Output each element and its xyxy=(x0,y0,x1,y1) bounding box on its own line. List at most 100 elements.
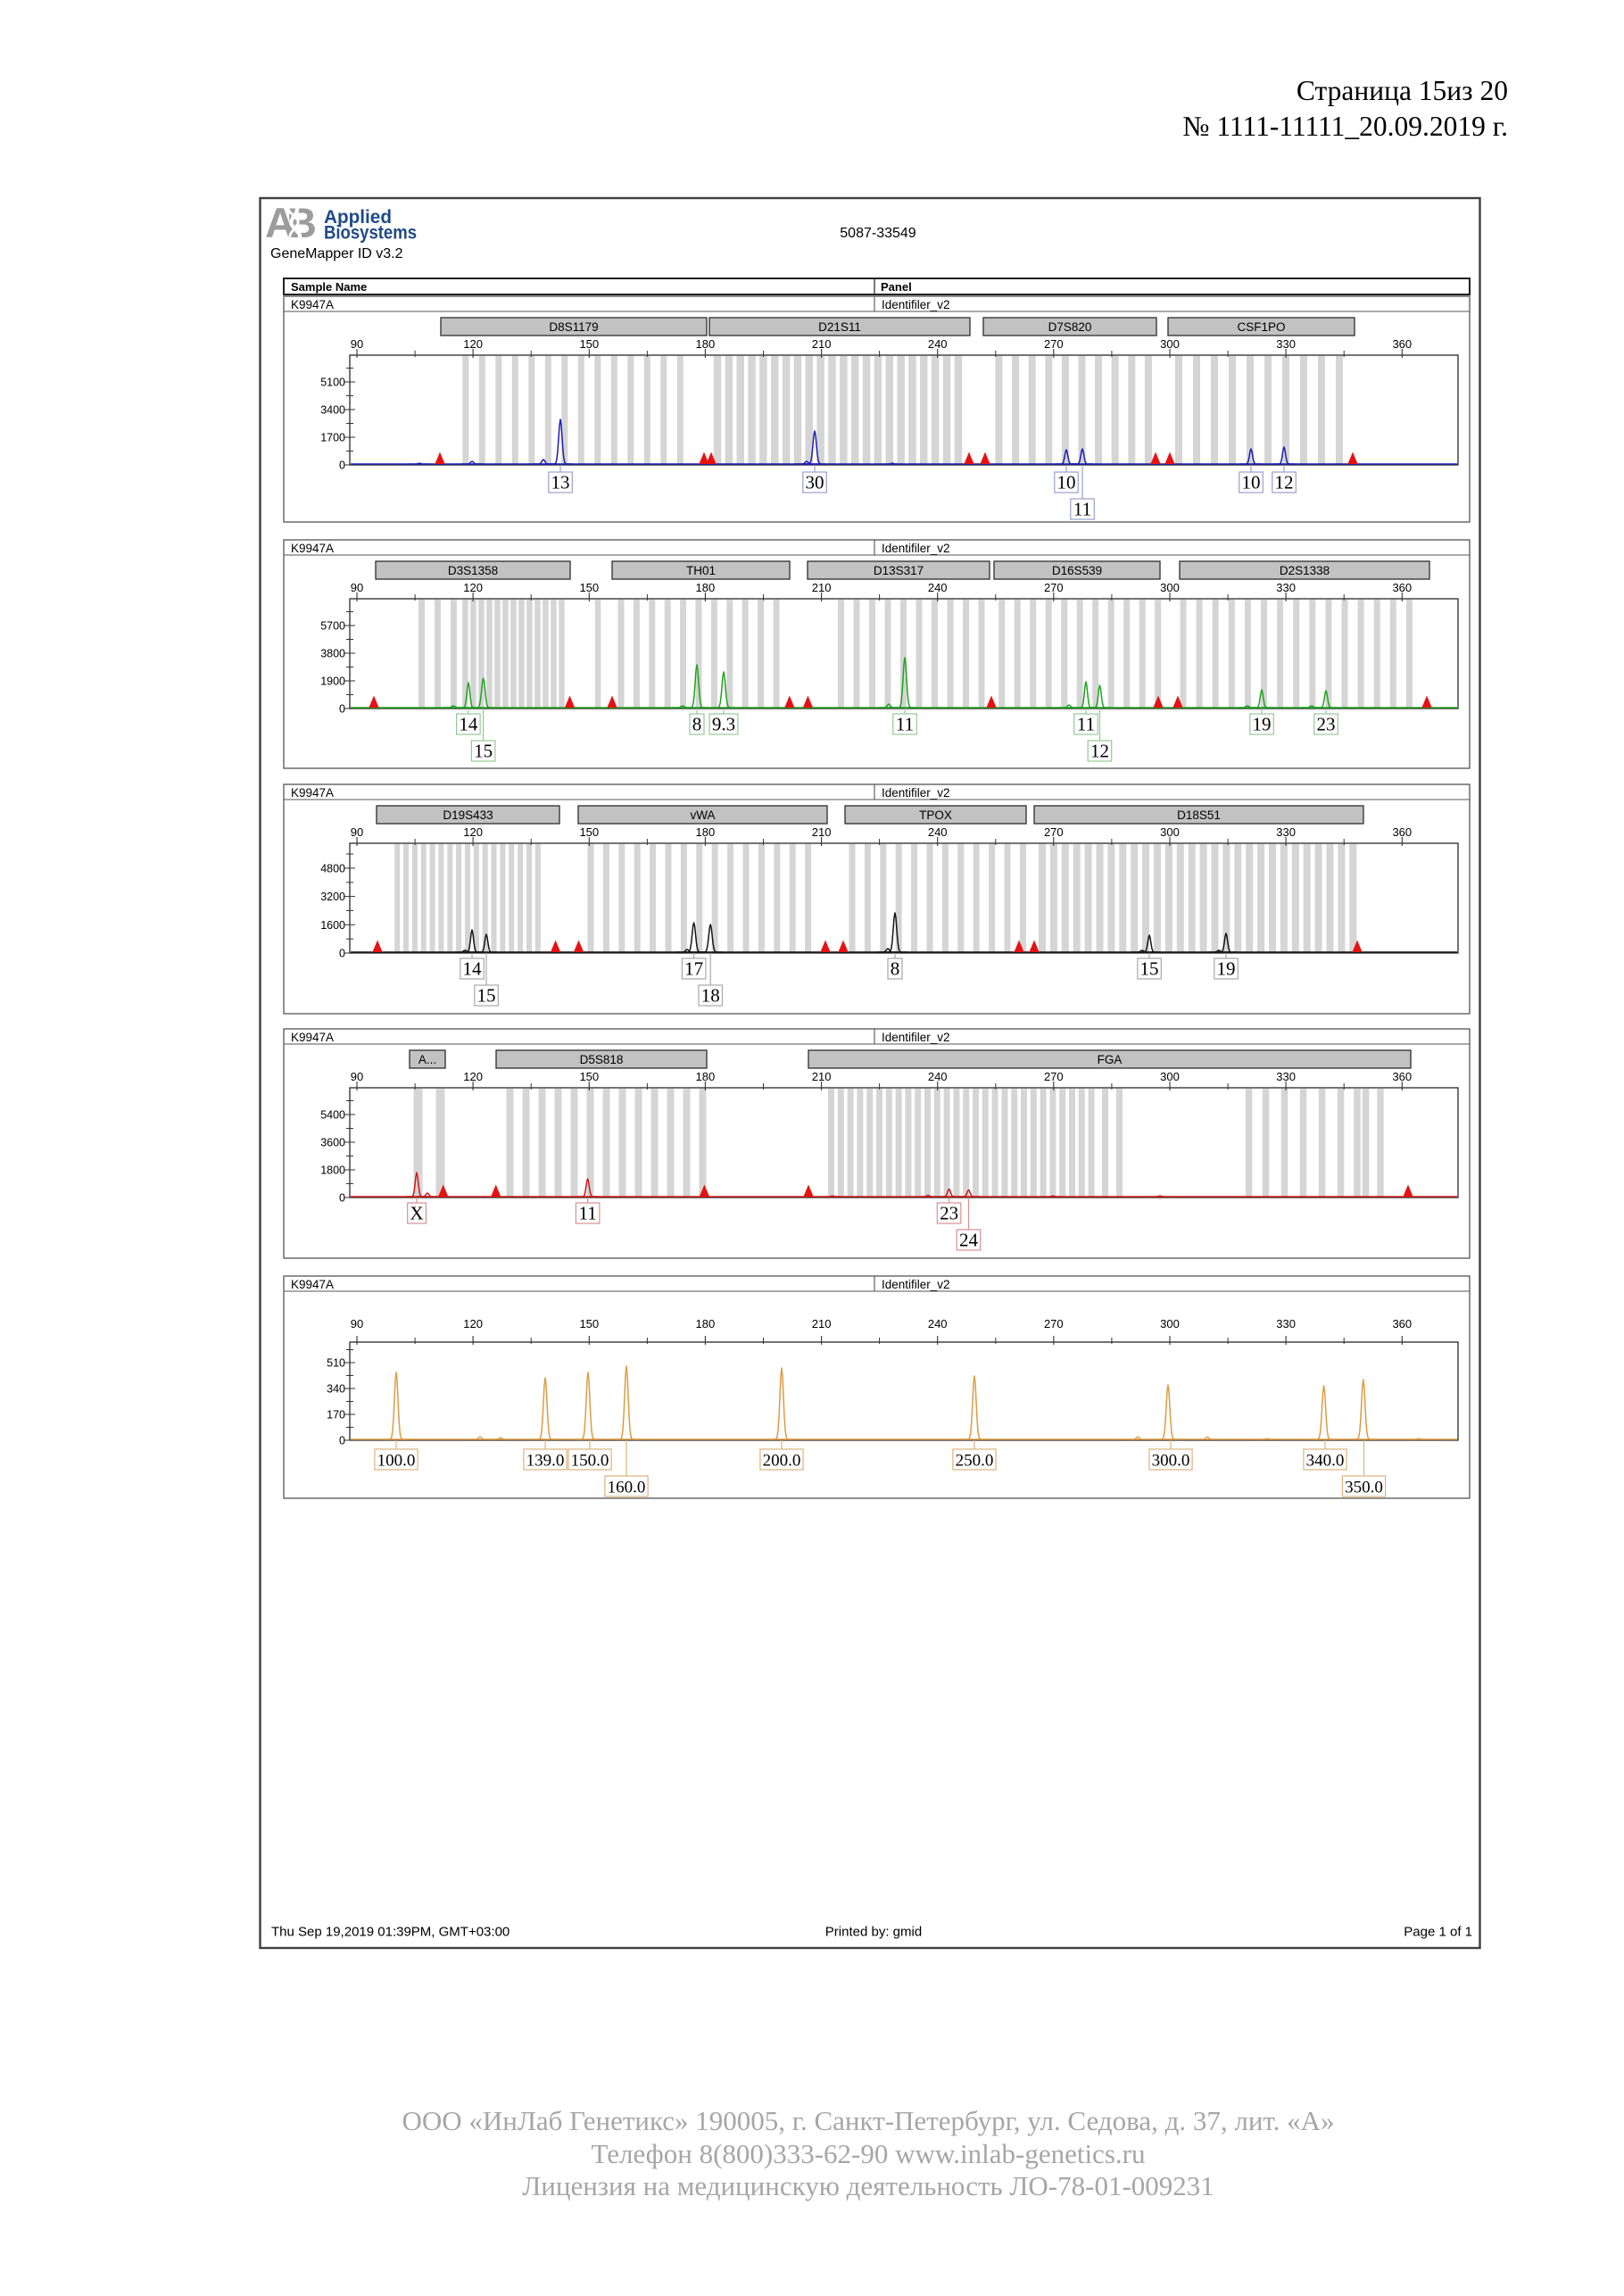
svg-text:360: 360 xyxy=(1392,825,1412,839)
svg-text:Identifiler_v2: Identifiler_v2 xyxy=(882,542,950,555)
svg-text:150.0: 150.0 xyxy=(571,1452,609,1471)
svg-text:K9947A: K9947A xyxy=(291,1031,334,1044)
svg-text:3600: 3600 xyxy=(320,1137,345,1149)
svg-text:330: 330 xyxy=(1276,825,1296,839)
svg-text:D13S317: D13S317 xyxy=(874,564,924,577)
svg-text:340.0: 340.0 xyxy=(1306,1452,1345,1471)
svg-text:K9947A: K9947A xyxy=(291,1278,334,1291)
svg-text:K9947A: K9947A xyxy=(291,298,334,311)
svg-text:ООО «ИнЛаб Генетикс» 190005, г: ООО «ИнЛаб Генетикс» 190005, г. Санкт-Пе… xyxy=(402,2105,1334,2136)
svg-text:19: 19 xyxy=(1253,714,1272,735)
svg-text:250.0: 250.0 xyxy=(956,1452,994,1471)
svg-text:10: 10 xyxy=(1242,472,1261,493)
svg-text:180: 180 xyxy=(696,1317,716,1330)
svg-text:510: 510 xyxy=(327,1357,345,1370)
svg-text:180: 180 xyxy=(696,825,716,839)
svg-text:3800: 3800 xyxy=(320,648,345,660)
svg-text:170: 170 xyxy=(327,1409,345,1422)
svg-text:270: 270 xyxy=(1044,825,1064,839)
svg-text:Biosystems: Biosystems xyxy=(324,223,417,244)
svg-text:D8S1179: D8S1179 xyxy=(549,320,598,334)
svg-text:330: 330 xyxy=(1276,337,1296,351)
svg-text:15: 15 xyxy=(1140,958,1159,980)
svg-text:120: 120 xyxy=(463,1070,483,1083)
svg-text:A...: A... xyxy=(418,1053,436,1066)
svg-text:11: 11 xyxy=(1073,499,1091,520)
svg-text:11: 11 xyxy=(896,714,914,735)
svg-text:D2S1338: D2S1338 xyxy=(1280,564,1330,577)
svg-text:D3S1358: D3S1358 xyxy=(448,564,498,577)
svg-text:240: 240 xyxy=(928,1317,948,1330)
svg-text:210: 210 xyxy=(812,1070,832,1083)
svg-text:270: 270 xyxy=(1044,1317,1064,1330)
svg-text:15: 15 xyxy=(474,741,493,762)
svg-text:Applied: Applied xyxy=(324,207,392,228)
svg-text:330: 330 xyxy=(1276,581,1296,594)
svg-text:D19S433: D19S433 xyxy=(443,808,493,822)
svg-text:90: 90 xyxy=(351,1070,363,1083)
svg-text:1800: 1800 xyxy=(320,1165,345,1177)
svg-text:300: 300 xyxy=(1160,581,1180,594)
svg-text:5400: 5400 xyxy=(320,1109,345,1122)
svg-text:120: 120 xyxy=(463,825,483,839)
svg-text:180: 180 xyxy=(696,581,716,594)
svg-text:240: 240 xyxy=(928,1070,948,1083)
svg-text:350.0: 350.0 xyxy=(1345,1479,1383,1497)
svg-text:19: 19 xyxy=(1217,958,1236,980)
svg-text:210: 210 xyxy=(812,825,832,839)
svg-text:210: 210 xyxy=(812,1317,832,1330)
svg-text:5087-33549: 5087-33549 xyxy=(840,226,916,241)
svg-text:300: 300 xyxy=(1160,825,1180,839)
svg-text:300: 300 xyxy=(1160,337,1180,351)
svg-text:150: 150 xyxy=(579,825,599,839)
svg-text:Identifiler_v2: Identifiler_v2 xyxy=(882,786,950,800)
svg-text:240: 240 xyxy=(928,337,948,351)
svg-text:3400: 3400 xyxy=(320,404,345,417)
svg-text:120: 120 xyxy=(463,337,483,351)
svg-text:Телефон 8(800)333-62-90 www.in: Телефон 8(800)333-62-90 www.inlab-geneti… xyxy=(592,2138,1146,2169)
svg-text:X: X xyxy=(410,1203,423,1224)
svg-text:14: 14 xyxy=(459,714,478,735)
svg-text:160.0: 160.0 xyxy=(608,1479,646,1497)
svg-text:vWA: vWA xyxy=(691,808,716,822)
svg-text:330: 330 xyxy=(1276,1317,1296,1330)
svg-text:D7S820: D7S820 xyxy=(1048,320,1092,334)
svg-text:14: 14 xyxy=(463,958,483,980)
svg-text:Identifiler_v2: Identifiler_v2 xyxy=(882,298,950,311)
svg-text:330: 330 xyxy=(1276,1070,1296,1083)
svg-text:FGA: FGA xyxy=(1098,1053,1123,1066)
svg-text:100.0: 100.0 xyxy=(377,1452,416,1471)
svg-text:4800: 4800 xyxy=(320,862,345,874)
svg-text:360: 360 xyxy=(1392,581,1412,594)
svg-text:TH01: TH01 xyxy=(686,564,716,577)
svg-text:10: 10 xyxy=(1057,472,1076,493)
svg-text:90: 90 xyxy=(351,337,363,351)
svg-text:300: 300 xyxy=(1160,1070,1180,1083)
svg-text:Identifiler_v2: Identifiler_v2 xyxy=(882,1031,950,1044)
svg-text:360: 360 xyxy=(1392,1317,1412,1330)
svg-text:300.0: 300.0 xyxy=(1152,1452,1190,1471)
svg-text:5700: 5700 xyxy=(320,620,345,633)
svg-text:Страница 15из 20: Страница 15из 20 xyxy=(1297,75,1508,106)
svg-text:D18S51: D18S51 xyxy=(1177,808,1221,822)
svg-text:180: 180 xyxy=(696,1070,716,1083)
svg-text:150: 150 xyxy=(579,581,599,594)
svg-text:1700: 1700 xyxy=(320,432,345,444)
svg-text:K9947A: K9947A xyxy=(291,786,334,800)
svg-text:Identifiler_v2: Identifiler_v2 xyxy=(882,1278,950,1291)
svg-text:0: 0 xyxy=(339,703,345,716)
svg-text:0: 0 xyxy=(339,460,345,472)
svg-text:210: 210 xyxy=(812,581,832,594)
svg-text:13: 13 xyxy=(551,472,570,493)
svg-text:CSF1PO: CSF1PO xyxy=(1237,320,1285,334)
svg-text:Panel: Panel xyxy=(881,280,912,294)
svg-text:Thu Sep 19,2019 01:39PM, GMT+0: Thu Sep 19,2019 01:39PM, GMT+03:00 xyxy=(271,1925,510,1940)
svg-text:120: 120 xyxy=(463,581,483,594)
svg-text:Printed by: gmid: Printed by: gmid xyxy=(825,1925,922,1940)
svg-text:360: 360 xyxy=(1392,337,1412,351)
svg-text:90: 90 xyxy=(351,581,363,594)
svg-text:1900: 1900 xyxy=(320,676,345,688)
svg-text:17: 17 xyxy=(684,958,703,980)
svg-text:12: 12 xyxy=(1275,472,1294,493)
svg-text:340: 340 xyxy=(327,1383,345,1396)
